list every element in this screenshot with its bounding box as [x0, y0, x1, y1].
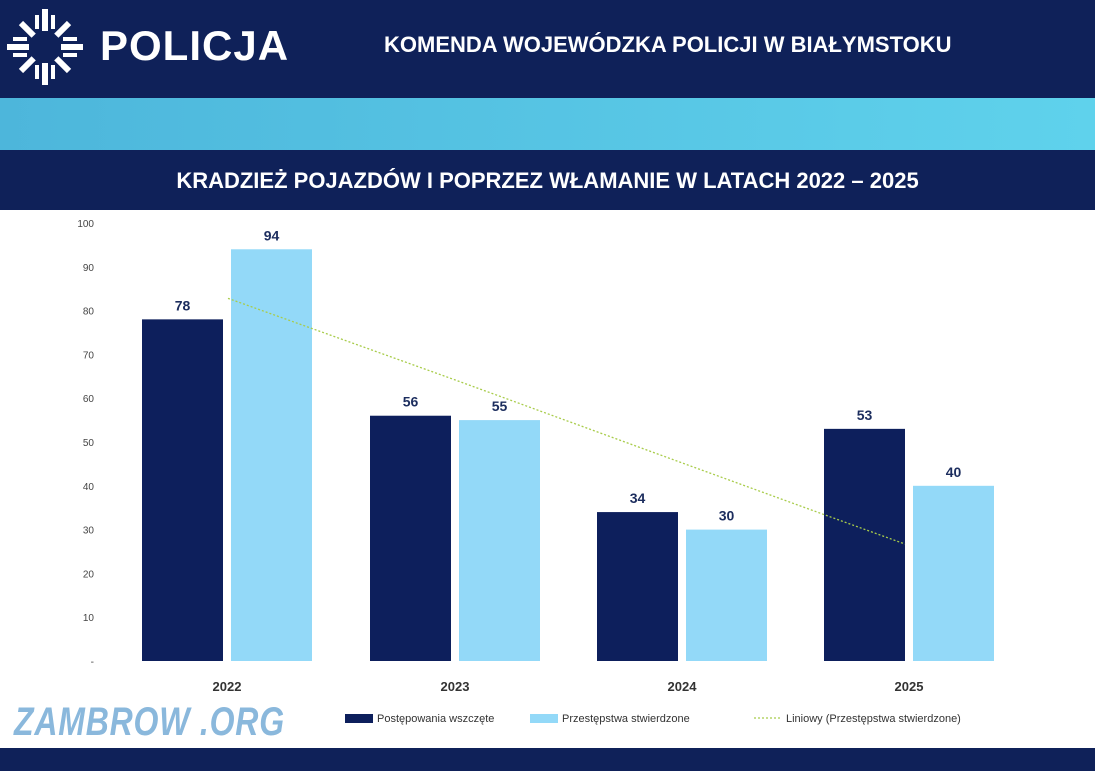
- bar-2024-stwierdzone: [686, 529, 767, 661]
- y-tick-label: 80: [83, 307, 95, 318]
- x-tick-label: 2023: [441, 679, 470, 694]
- police-star-logo: [7, 9, 83, 85]
- y-tick-label: 20: [83, 569, 95, 580]
- data-label: 34: [630, 490, 646, 506]
- bar-2022-stwierdzone: [231, 249, 312, 661]
- decorative-band: [0, 98, 1095, 150]
- bar-2025-stwierdzone: [913, 485, 994, 661]
- bar-2022-wszczete: [142, 319, 223, 661]
- data-label: 56: [403, 394, 419, 410]
- x-tick-label: 2022: [213, 679, 242, 694]
- chart-title: KRADZIEŻ POJAZDÓW I POPRZEZ WŁAMANIE W L…: [0, 150, 1095, 210]
- organization-name: KOMENDA WOJEWÓDZKA POLICJI W BIAŁYMSTOKU: [384, 32, 952, 57]
- y-tick-label: 40: [83, 482, 95, 493]
- data-label: 55: [492, 398, 508, 414]
- data-label: 78: [175, 297, 191, 313]
- y-tick-label: 30: [83, 526, 95, 537]
- y-tick-label: 90: [83, 263, 95, 274]
- data-label: 53: [857, 407, 873, 423]
- data-label: 94: [264, 227, 280, 243]
- y-tick-label: 50: [83, 438, 95, 449]
- y-tick-label: 70: [83, 350, 95, 361]
- x-tick-label: 2025: [895, 679, 924, 694]
- bar-chart: - 10 20 30 40 50 60 70 80 90 100 78 94 2022 56 55 2023 34…: [77, 219, 994, 725]
- trendline: [227, 297, 906, 545]
- footer: [0, 748, 1095, 771]
- y-tick-label: 60: [83, 394, 95, 405]
- watermark: ZAMBROW .ORG: [14, 700, 285, 744]
- brand-name: POLICJA: [100, 22, 290, 69]
- bar-2023-wszczete: [370, 415, 451, 661]
- legend-label-trend: Liniowy (Przestępstwa stwierdzone): [786, 713, 961, 725]
- x-tick-label: 2024: [668, 679, 698, 694]
- y-tick-label: 100: [77, 219, 94, 230]
- y-tick-label: -: [91, 657, 94, 668]
- y-tick-label: 10: [83, 613, 95, 624]
- legend-swatch-wszczete: [345, 714, 373, 723]
- legend-label-stwierdzone: Przestępstwa stwierdzone: [562, 713, 690, 725]
- data-label: 40: [946, 464, 962, 480]
- header: POLICJA KOMENDA WOJEWÓDZKA POLICJI W BIA…: [0, 0, 1095, 98]
- legend-label-wszczete: Postępowania wszczęte: [377, 713, 494, 725]
- legend-swatch-stwierdzone: [530, 714, 558, 723]
- data-label: 30: [719, 508, 735, 524]
- bar-2024-wszczete: [597, 512, 678, 661]
- bar-2025-wszczete: [824, 428, 905, 661]
- bar-2023-stwierdzone: [459, 420, 540, 661]
